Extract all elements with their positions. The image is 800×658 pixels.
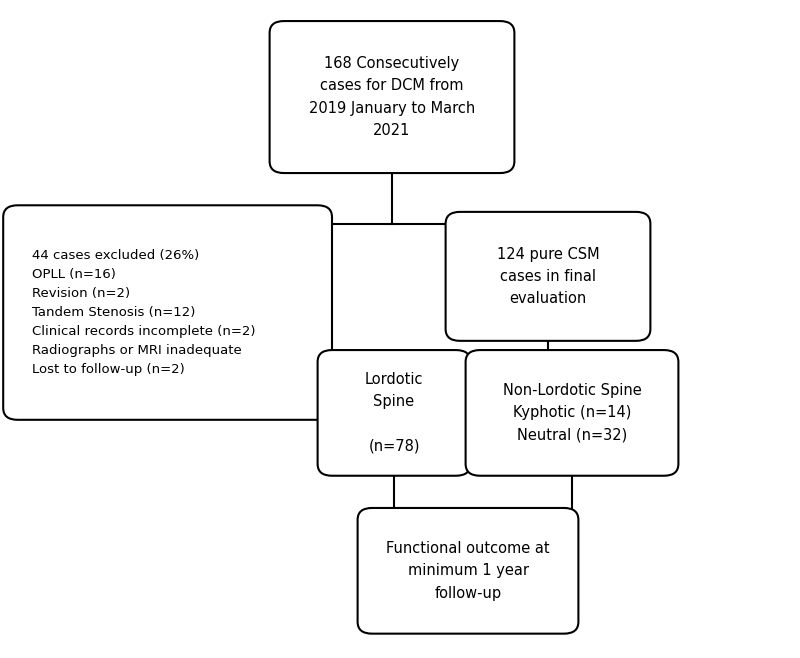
FancyBboxPatch shape [446,212,650,341]
Text: 168 Consecutively
cases for DCM from
2019 January to March
2021: 168 Consecutively cases for DCM from 201… [309,56,475,138]
FancyBboxPatch shape [318,350,470,476]
FancyBboxPatch shape [358,508,578,634]
FancyBboxPatch shape [3,205,332,420]
FancyBboxPatch shape [466,350,678,476]
Text: Non-Lordotic Spine
Kyphotic (n=14)
Neutral (n=32): Non-Lordotic Spine Kyphotic (n=14) Neutr… [502,383,642,443]
Text: 124 pure CSM
cases in final
evaluation: 124 pure CSM cases in final evaluation [497,247,599,306]
Text: Lordotic
Spine

(n=78): Lordotic Spine (n=78) [365,372,423,454]
Text: Functional outcome at
minimum 1 year
follow-up: Functional outcome at minimum 1 year fol… [386,541,550,601]
Text: 44 cases excluded (26%)
OPLL (n=16)
Revision (n=2)
Tandem Stenosis (n=12)
Clinic: 44 cases excluded (26%) OPLL (n=16) Revi… [32,249,255,376]
FancyBboxPatch shape [270,21,514,173]
